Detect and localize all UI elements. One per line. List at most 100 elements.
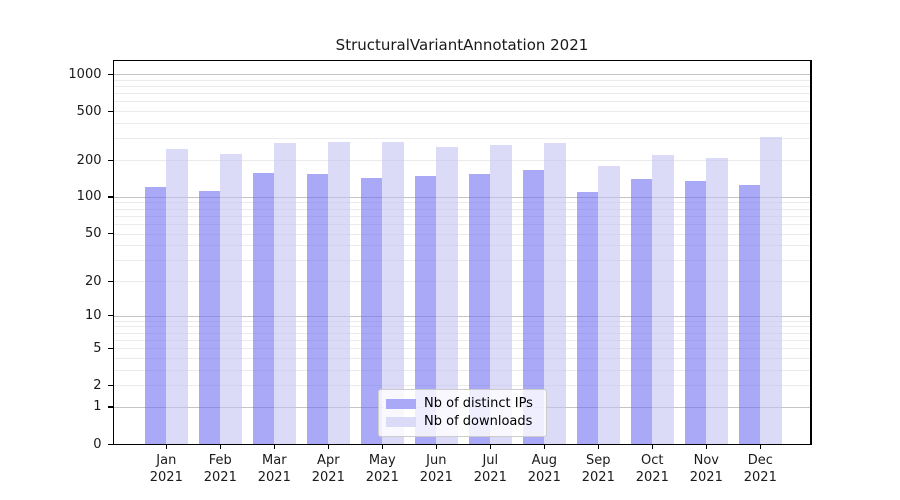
- gridline-y-4: [113, 357, 811, 359]
- y-tick-1000: [107, 73, 113, 75]
- y-tick-2: [107, 384, 113, 386]
- x-tick-nov: [705, 444, 707, 449]
- x-tick-label-year: 2021: [689, 470, 723, 485]
- y-tick-label-200: 200: [76, 152, 102, 168]
- y-tick-10: [107, 315, 113, 317]
- downloads-bar-apr: [328, 141, 350, 444]
- y-tick-label-500: 500: [76, 103, 102, 119]
- x-tick-oct: [651, 444, 653, 449]
- legend-swatch-downloads: [386, 417, 416, 428]
- gridline-y-2: [113, 385, 811, 387]
- legend: Nb of distinct IPs Nb of downloads: [378, 389, 547, 437]
- gridline-y-600: [113, 101, 811, 103]
- x-tick-label-year: 2021: [581, 470, 615, 485]
- gridline-y-8: [113, 326, 811, 328]
- spine-top: [112, 59, 812, 61]
- gridline-y-300: [113, 138, 811, 140]
- gridline-y-3: [113, 369, 811, 371]
- y-tick-100: [107, 196, 113, 198]
- downloads-bar-jun: [436, 146, 458, 444]
- downloads-bar-mar: [274, 142, 296, 444]
- legend-swatch-distinct-ips: [386, 398, 416, 409]
- x-tick-jan: [165, 444, 167, 449]
- y-tick-label-10: 10: [84, 308, 102, 324]
- x-tick-label-year: 2021: [203, 470, 237, 485]
- distinct-ips-bar-may: [360, 178, 383, 444]
- gridline-y-1000: [113, 74, 811, 75]
- x-tick-may: [381, 444, 383, 449]
- x-tick-label-month: Nov: [693, 453, 719, 468]
- x-tick-label-jan: Jan 2021: [138, 452, 194, 486]
- downloads-bar-nov: [706, 157, 728, 444]
- gridline-y-60: [113, 223, 811, 225]
- x-tick-label-year: 2021: [473, 470, 507, 485]
- legend-item-distinct-ips: Nb of distinct IPs: [386, 396, 540, 411]
- x-tick-label-year: 2021: [527, 470, 561, 485]
- x-tick-sep: [597, 444, 599, 449]
- gridline-y-400: [113, 123, 811, 124]
- x-tick-label-month: Mar: [262, 453, 287, 468]
- x-tick-label-apr: Apr 2021: [300, 452, 356, 486]
- spine-bottom: [112, 443, 812, 445]
- x-tick-label-month: Jul: [482, 453, 499, 468]
- distinct-ips-bar-jan: [144, 187, 167, 444]
- spine-left: [112, 59, 114, 445]
- x-tick-label-month: Oct: [641, 453, 664, 468]
- spine-right: [810, 59, 812, 445]
- distinct-ips-bar-oct: [630, 179, 653, 444]
- x-tick-label-mar: Mar 2021: [246, 452, 302, 486]
- x-tick-label-jun: Jun 2021: [408, 452, 464, 486]
- y-tick-1: [107, 406, 113, 408]
- x-tick-label-nov: Nov 2021: [678, 452, 734, 486]
- x-tick-label-may: May 2021: [354, 452, 410, 486]
- y-tick-20: [107, 280, 113, 282]
- gridline-y-5: [113, 348, 811, 350]
- y-tick-label-1: 1: [93, 399, 102, 415]
- distinct-ips-bar-mar: [252, 173, 275, 444]
- downloads-bar-jan: [166, 149, 188, 444]
- x-tick-label-month: Aug: [531, 453, 557, 468]
- y-tick-0: [107, 443, 113, 445]
- gridline-y-100: [113, 196, 811, 198]
- distinct-ips-bar-nov: [684, 180, 707, 444]
- x-tick-label-month: Jan: [156, 453, 177, 468]
- gridline-y-500: [113, 111, 811, 113]
- x-tick-label-feb: Feb 2021: [192, 452, 248, 486]
- y-tick-label-1000: 1000: [68, 66, 102, 82]
- x-tick-label-month: Sep: [586, 453, 611, 468]
- x-tick-label-year: 2021: [365, 470, 399, 485]
- x-tick-label-year: 2021: [743, 470, 777, 485]
- x-tick-feb: [219, 444, 221, 449]
- x-tick-label-year: 2021: [635, 470, 669, 485]
- legend-item-downloads: Nb of downloads: [386, 415, 540, 429]
- x-tick-jul: [489, 444, 491, 449]
- gridline-y-7: [113, 332, 811, 334]
- y-tick-200: [107, 159, 113, 161]
- downloads-bar-jul: [490, 145, 512, 444]
- x-tick-label-month: Feb: [208, 453, 232, 468]
- x-tick-dec: [759, 444, 761, 449]
- x-tick-label-year: 2021: [149, 470, 183, 485]
- x-tick-label-oct: Oct 2021: [624, 452, 680, 486]
- gridline-y-20: [113, 281, 811, 282]
- y-tick-label-5: 5: [93, 340, 102, 356]
- legend-label-downloads: Nb of downloads: [424, 414, 533, 430]
- gridline-y-9: [113, 320, 811, 322]
- y-tick-label-0: 0: [93, 436, 102, 452]
- gridline-y-50: [113, 233, 811, 235]
- plot-area: 0 1 2 5 10 20 50 100 200 500 1000 Jan 2021 Feb 2021 Mar…: [68, 59, 812, 485]
- gridline-y-30: [113, 260, 811, 262]
- y-tick-500: [107, 110, 113, 112]
- y-tick-label-2: 2: [93, 377, 102, 393]
- distinct-ips-bar-dec: [738, 185, 761, 444]
- gridline-y-900: [113, 79, 811, 81]
- x-tick-label-month: Dec: [747, 453, 773, 468]
- gridline-y-40: [113, 245, 811, 247]
- gridline-y-6: [113, 339, 811, 341]
- gridline-y-70: [113, 215, 811, 217]
- downloads-bar-dec: [760, 136, 782, 444]
- distinct-ips-bar-sep: [576, 191, 599, 444]
- distinct-ips-bar-apr: [306, 174, 329, 444]
- downloads-bar-oct: [652, 154, 674, 444]
